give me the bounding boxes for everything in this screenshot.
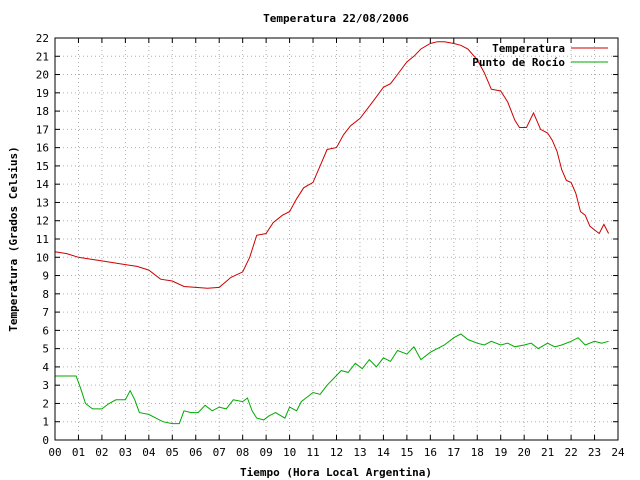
axis-ticks — [54, 37, 619, 441]
y-tick-label: 19 — [36, 87, 49, 100]
y-tick-label: 10 — [36, 251, 49, 264]
x-tick-label: 17 — [447, 446, 460, 459]
x-tick-label: 08 — [236, 446, 249, 459]
x-tick-label: 15 — [400, 446, 413, 459]
y-tick-label: 18 — [36, 105, 49, 118]
x-tick-label: 23 — [588, 446, 601, 459]
x-tick-label: 21 — [541, 446, 554, 459]
y-axis-label: Temperatura (Grados Celsius) — [7, 146, 20, 331]
y-tick-label: 12 — [36, 215, 49, 228]
x-tick-label: 22 — [564, 446, 577, 459]
y-tick-label: 14 — [36, 178, 50, 191]
x-tick-label: 16 — [424, 446, 437, 459]
x-tick-label: 18 — [471, 446, 484, 459]
grid — [55, 38, 618, 440]
y-tick-label: 15 — [36, 160, 49, 173]
x-tick-label: 09 — [260, 446, 273, 459]
x-tick-label: 12 — [330, 446, 343, 459]
series-line-punto-de-rocio — [55, 333, 609, 425]
chart-title: Temperatura 22/08/2006 — [263, 12, 409, 25]
y-tick-label: 4 — [42, 361, 49, 374]
series-lines — [54, 41, 610, 425]
x-tick-label: 04 — [142, 446, 156, 459]
x-tick-label: 10 — [283, 446, 296, 459]
y-tick-label: 16 — [36, 142, 49, 155]
y-tick-label: 1 — [42, 416, 49, 429]
x-tick-label: 06 — [189, 446, 202, 459]
x-tick-label: 05 — [166, 446, 179, 459]
y-tick-label: 13 — [36, 196, 49, 209]
y-tick-label: 9 — [42, 270, 49, 283]
y-tick-label: 6 — [42, 324, 49, 337]
y-tick-label: 0 — [42, 434, 49, 447]
y-tick-label: 7 — [42, 306, 49, 319]
y-tick-label: 22 — [36, 32, 49, 45]
x-tick-label: 11 — [306, 446, 319, 459]
y-tick-label: 20 — [36, 69, 49, 82]
x-tick-label: 24 — [611, 446, 625, 459]
y-tick-label: 21 — [36, 50, 49, 63]
x-tick-label: 02 — [95, 446, 108, 459]
x-tick-label: 20 — [518, 446, 531, 459]
x-axis-label: Tiempo (Hora Local Argentina) — [240, 466, 432, 479]
y-tick-label: 2 — [42, 397, 49, 410]
y-tick-label: 5 — [42, 343, 49, 356]
y-tick-label: 3 — [42, 379, 49, 392]
series-line-temperatura — [54, 41, 610, 289]
x-tick-label: 13 — [353, 446, 366, 459]
x-tick-label: 00 — [48, 446, 61, 459]
legend: Temperatura Punto de Rocío — [472, 42, 608, 69]
legend-label-punto-de-rocio: Punto de Rocío — [472, 56, 565, 69]
x-tick-label: 14 — [377, 446, 391, 459]
x-tick-label: 01 — [72, 446, 85, 459]
y-tick-label: 11 — [36, 233, 49, 246]
y-tick-label: 17 — [36, 123, 49, 136]
legend-label-temperatura: Temperatura — [492, 42, 565, 55]
x-tick-label: 07 — [213, 446, 226, 459]
y-tick-label: 8 — [42, 288, 49, 301]
x-tick-label: 03 — [119, 446, 132, 459]
x-tick-label: 19 — [494, 446, 507, 459]
